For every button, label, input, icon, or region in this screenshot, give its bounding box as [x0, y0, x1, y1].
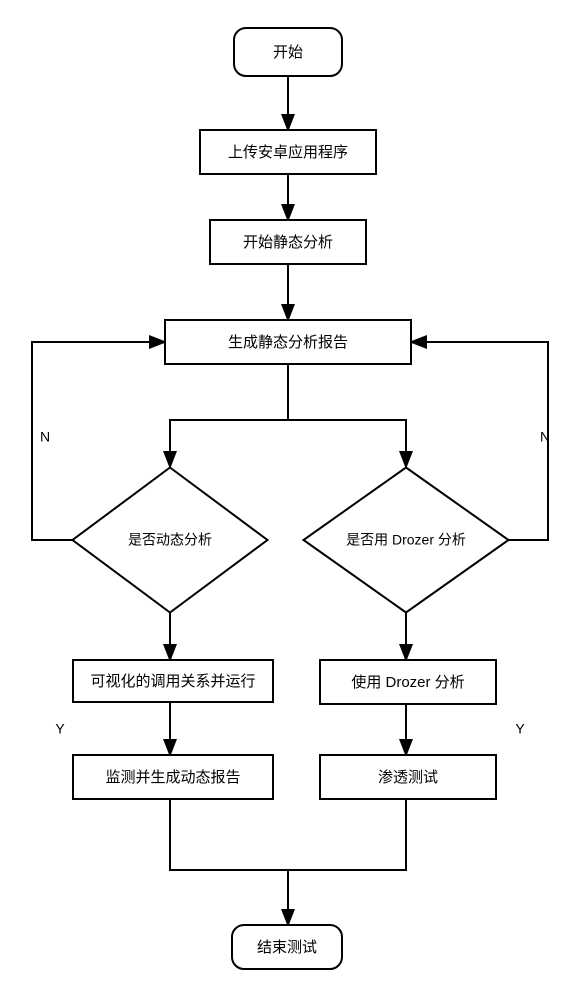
node-label-n_static: 开始静态分析 — [243, 234, 333, 251]
edge-e9 — [170, 799, 288, 925]
node-n_upload: 上传安卓应用程序 — [200, 130, 376, 174]
edge-label-2: Y — [55, 721, 65, 737]
node-n_end: 结束测试 — [232, 925, 342, 969]
node-n_static: 开始静态分析 — [210, 220, 366, 264]
edge-label-0: N — [40, 429, 50, 445]
edge-e10 — [288, 799, 406, 870]
edge-label-1: N — [540, 429, 550, 445]
node-label-n_monitor: 监测并生成动态报告 — [105, 769, 240, 786]
node-label-n_end: 结束测试 — [257, 939, 317, 956]
flowchart-canvas: 开始上传安卓应用程序开始静态分析生成静态分析报告是否动态分析 是否用 Drozer… — [0, 0, 575, 1000]
node-n_vis: 可视化的调用关系并运行 — [73, 660, 273, 702]
nodes: 开始上传安卓应用程序开始静态分析生成静态分析报告是否动态分析 是否用 Drozer… — [73, 28, 509, 969]
node-label-n_vis: 可视化的调用关系并运行 — [90, 673, 255, 690]
node-n_monitor: 监测并生成动态报告 — [73, 755, 273, 799]
node-label-n_d1: 是否动态分析 — [128, 532, 212, 548]
node-n_pentest: 渗透测试 — [320, 755, 496, 799]
node-label-n_report: 生成静态分析报告 — [228, 334, 348, 351]
node-label-n_pentest: 渗透测试 — [378, 769, 438, 786]
node-n_d1: 是否动态分析 — [73, 468, 268, 613]
edge-e4b — [170, 420, 288, 467]
node-label-n_start: 开始 — [273, 44, 303, 61]
node-label-n_drozer: 使用 Drozer 分析 — [351, 674, 464, 691]
edge-label-3: Y — [515, 721, 525, 737]
node-n_start: 开始 — [234, 28, 342, 76]
node-label-n_d2: 是否用 Drozer 分析 — [346, 532, 466, 548]
node-label-n_upload: 上传安卓应用程序 — [228, 143, 348, 161]
edge-e4c — [288, 420, 406, 467]
node-n_report: 生成静态分析报告 — [165, 320, 411, 364]
node-n_drozer: 使用 Drozer 分析 — [320, 660, 496, 704]
node-n_d2: 是否用 Drozer 分析 — [304, 468, 509, 613]
